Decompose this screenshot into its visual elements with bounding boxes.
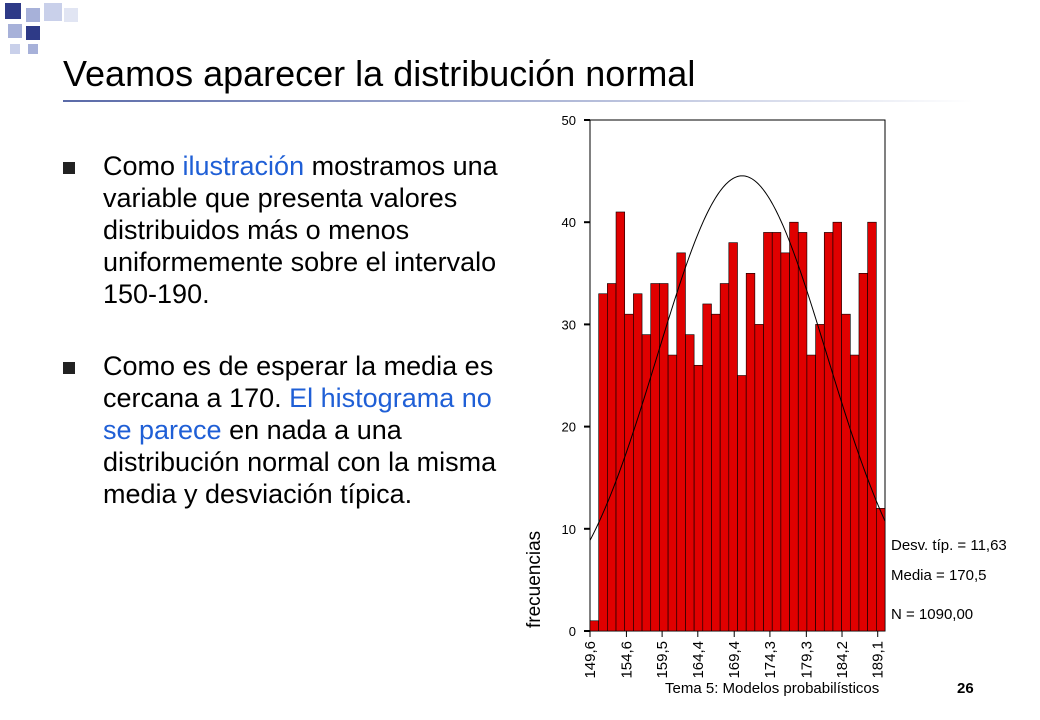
- histogram-bar: [849, 354, 860, 632]
- deco-square: [8, 24, 22, 38]
- histogram-bar: [806, 354, 816, 632]
- deco-square: [44, 3, 62, 21]
- stats-label: N = 1090,00: [891, 606, 973, 623]
- histogram-bar: [702, 303, 712, 632]
- histogram-bar: [815, 324, 825, 632]
- bullet-text-part: mostramos una variable que presenta valo…: [103, 151, 498, 309]
- normal-curve: [589, 175, 886, 541]
- x-tick-label: 174,3: [762, 641, 779, 679]
- histogram-bar: [876, 508, 886, 632]
- title-underline: [63, 100, 973, 102]
- y-tick-label: 0: [569, 624, 576, 639]
- bullet-square-icon: [63, 362, 75, 374]
- deco-square: [28, 44, 38, 54]
- histogram-bar: [650, 283, 660, 632]
- x-tick-label: 169,4: [726, 641, 743, 679]
- histogram-bar: [624, 313, 634, 632]
- highlighted-text: El histograma no se parece: [103, 383, 492, 445]
- highlighted-text: ilustración: [182, 151, 305, 181]
- x-tick-label: 179,3: [798, 641, 815, 679]
- histogram-bar: [789, 221, 799, 632]
- stats-label: Media = 170,5: [891, 567, 987, 584]
- x-tick-label: 184,2: [834, 641, 851, 679]
- bullet-item: Como es de esperar la media es cercana a…: [63, 350, 503, 510]
- histogram-bar: [841, 313, 851, 632]
- histogram-bar: [633, 293, 643, 632]
- histogram-bar: [711, 313, 721, 632]
- deco-square: [26, 26, 40, 40]
- histogram-bar: [693, 364, 704, 632]
- histogram-bar: [745, 273, 756, 632]
- x-tick-label: 149,6: [582, 641, 599, 679]
- y-tick-label: 20: [562, 420, 576, 435]
- histogram-bar: [763, 232, 773, 632]
- x-tick-label: 159,5: [654, 641, 671, 679]
- histogram-bar: [797, 232, 808, 632]
- histogram-bar: [641, 334, 652, 632]
- x-tick-label: 189,1: [870, 641, 887, 679]
- histogram-bar: [589, 620, 599, 632]
- decorative-squares: [0, 0, 80, 60]
- histogram-bar: [832, 221, 842, 632]
- histogram-bar: [858, 273, 868, 632]
- y-tick-label: 10: [562, 522, 576, 537]
- x-tick-label: 154,6: [618, 641, 635, 679]
- histogram-bar: [685, 334, 695, 632]
- bullet-text-part: Como: [103, 151, 183, 181]
- x-tick-label: 164,4: [690, 641, 707, 679]
- deco-square: [64, 8, 78, 22]
- bullet-text-part: en nada a una distribución normal con la…: [103, 415, 497, 509]
- bullet-text-part: Como es de esperar la media es cercana a…: [103, 351, 494, 413]
- histogram-bar: [615, 211, 626, 632]
- histogram-bar: [607, 283, 617, 632]
- y-axis-label: frecuencias: [524, 531, 545, 628]
- histogram-bar: [667, 354, 678, 632]
- bullet-item: Como ilustración mostramos una variable …: [63, 150, 503, 310]
- histogram-bar: [676, 252, 686, 632]
- y-tick-label: 30: [562, 317, 576, 332]
- page-number: 26: [957, 680, 974, 697]
- histogram-bar: [754, 324, 764, 632]
- histogram-bar: [719, 283, 730, 632]
- histogram-bar: [737, 375, 747, 632]
- bullet-square-icon: [63, 162, 75, 174]
- deco-square: [5, 3, 21, 19]
- histogram-bar: [728, 242, 738, 632]
- y-tick-label: 50: [562, 113, 576, 128]
- histogram-chart: 0 10 20 30 40 50 149,6 154,6 159,5 164,4 169,4 174…: [500, 100, 1020, 700]
- histogram-svg: 0 10 20 30 40 50 149,6 154,6 159,5 164,4 169,4 174…: [524, 113, 1007, 679]
- histogram-bar: [823, 232, 834, 632]
- deco-square: [10, 44, 20, 54]
- y-tick-label: 40: [562, 215, 576, 230]
- histogram-bar: [867, 221, 877, 632]
- stats-label: Desv. típ. = 11,63: [891, 537, 1007, 554]
- slide-title: Veamos aparecer la distribución normal: [63, 53, 696, 94]
- bullet-list: Como ilustración mostramos una variable …: [63, 150, 503, 510]
- histogram-bar: [598, 293, 608, 632]
- deco-square: [26, 8, 40, 22]
- footer-text: Tema 5: Modelos probabilísticos: [665, 680, 880, 697]
- histogram-bar: [771, 232, 782, 632]
- histogram-bar: [780, 252, 790, 632]
